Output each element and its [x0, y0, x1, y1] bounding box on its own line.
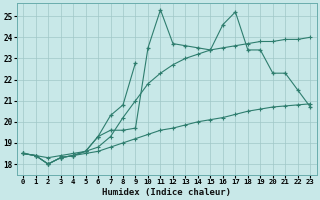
- X-axis label: Humidex (Indice chaleur): Humidex (Indice chaleur): [102, 188, 231, 197]
